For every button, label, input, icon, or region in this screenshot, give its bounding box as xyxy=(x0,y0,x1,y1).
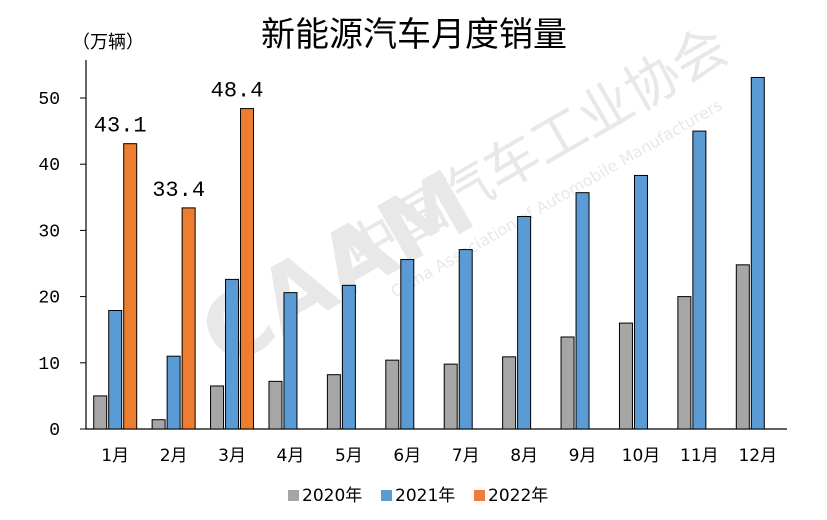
legend: 2020年 2021年 2022年 xyxy=(288,486,548,506)
bar-2021年-4月 xyxy=(283,292,298,430)
bar-2021年-5月 xyxy=(341,284,356,430)
x-tick-label: 10月 xyxy=(622,446,661,466)
bar-2020年-6月 xyxy=(385,359,400,430)
x-tick-label: 2月 xyxy=(160,446,188,466)
x-tick-label: 7月 xyxy=(452,446,480,466)
bar-2020年-11月 xyxy=(677,296,692,430)
x-tick-label: 3月 xyxy=(218,446,246,466)
y-tick-label: 50 xyxy=(38,90,60,110)
y-tick-label: 0 xyxy=(49,421,60,441)
chart-title: 新能源汽车月度销量 xyxy=(261,15,567,55)
legend-label: 2020年 xyxy=(302,486,362,506)
x-axis: 1月 2月 3月 4月 5月 6月 7月 8月 9月 10月 11月 12月 xyxy=(86,428,787,466)
bars xyxy=(93,76,765,430)
bar-2021年-9月 xyxy=(575,192,590,430)
y-tick-label: 10 xyxy=(38,355,60,375)
bar-2020年-2月 xyxy=(151,419,166,430)
legend-label: 2022年 xyxy=(488,486,548,506)
y-axis: 0 10 20 30 40 50 xyxy=(38,60,87,441)
bar-2020年-12月 xyxy=(735,264,750,430)
data-labels: 43.1 33.4 48.4 xyxy=(94,79,264,203)
bar-2021年-12月 xyxy=(750,76,765,430)
y-tick-label: 30 xyxy=(38,222,60,242)
bar-2021年-11月 xyxy=(692,130,707,430)
legend-swatch xyxy=(474,490,485,501)
y-tick-label: 20 xyxy=(38,289,60,309)
y-unit-label: （万辆） xyxy=(72,32,144,53)
x-tick-label: 1月 xyxy=(101,446,129,466)
legend-swatch xyxy=(288,490,299,501)
bar-2020年-7月 xyxy=(443,363,458,430)
x-tick-label: 4月 xyxy=(277,446,305,466)
legend-swatch xyxy=(381,490,392,501)
data-label: 33.4 xyxy=(152,178,205,203)
bar-2021年-6月 xyxy=(400,259,415,430)
x-tick-label: 11月 xyxy=(680,446,719,466)
bar-2020年-10月 xyxy=(618,322,633,430)
legend-label: 2021年 xyxy=(395,486,455,506)
bar-2020年-9月 xyxy=(560,336,575,430)
x-tick-label: 12月 xyxy=(738,446,777,466)
x-tick-label: 9月 xyxy=(569,446,597,466)
bar-2021年-1月 xyxy=(108,310,123,430)
bar-2021年-10月 xyxy=(633,174,648,430)
y-tick-label: 40 xyxy=(38,156,60,176)
bar-2022年-2月 xyxy=(181,207,196,430)
bar-2022年-3月 xyxy=(240,108,255,430)
bar-2020年-4月 xyxy=(268,380,283,430)
bar-2022年-1月 xyxy=(123,143,138,430)
bar-2021年-7月 xyxy=(458,249,473,430)
bar-2020年-1月 xyxy=(93,395,108,430)
data-label: 43.1 xyxy=(94,114,147,139)
bar-2020年-8月 xyxy=(502,356,517,430)
x-tick-label: 8月 xyxy=(510,446,538,466)
bar-2020年-5月 xyxy=(326,374,341,430)
bar-2021年-8月 xyxy=(517,215,532,430)
bar-2020年-3月 xyxy=(210,385,225,430)
x-tick-label: 5月 xyxy=(335,446,363,466)
data-label: 48.4 xyxy=(211,79,264,104)
bar-2021年-2月 xyxy=(166,355,181,430)
x-tick-label: 6月 xyxy=(393,446,421,466)
bar-2021年-3月 xyxy=(225,278,240,430)
